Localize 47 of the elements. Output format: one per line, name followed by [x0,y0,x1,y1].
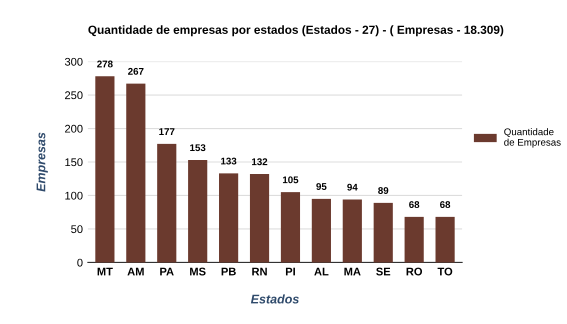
bar [95,76,114,262]
y-tick-label: 250 [65,91,83,100]
x-tick-label: TO [438,268,452,276]
bar [342,200,362,262]
x-tick-label: MT [98,268,113,276]
x-tick-label: AM [127,268,144,276]
x-tick-label: PB [222,268,236,276]
y-tick-label: 200 [65,124,83,133]
bar [188,160,208,262]
x-tick-label: AL [314,268,328,276]
y-tick-label: 300 [64,58,83,66]
x-tick-label: MA [344,268,361,276]
data-label: 267 [128,68,144,75]
x-tick-label: RN [252,268,267,276]
data-label: 94 [347,184,358,191]
y-axis-title: Empresas [36,132,48,192]
data-label: 68 [409,201,420,208]
bar [126,84,146,262]
data-label: 133 [221,158,236,165]
bar [374,202,393,262]
bar [157,144,176,262]
x-tick-label: PA [160,268,174,276]
data-label: 278 [97,60,113,68]
bar [404,216,424,262]
y-tick-label: 0 [77,258,83,267]
x-tick-label: MS [190,268,206,276]
bar [436,216,455,262]
y-tick-label: 150 [65,158,83,166]
bar [250,174,270,262]
x-tick-label: RO [406,268,422,276]
bar [312,198,331,262]
y-tick-label: 50 [71,225,83,234]
x-tick-label: SE [376,268,390,276]
x-tick-label: PI [286,268,295,276]
y-tick-label: 100 [65,192,83,200]
bar [219,173,238,262]
data-label: 177 [159,128,174,135]
data-label: 89 [378,187,388,194]
data-label: 105 [282,176,298,184]
legend-label: Quantidade de Empresas [504,128,561,148]
data-label: 68 [440,201,450,208]
data-label: 95 [316,183,327,190]
data-label: 153 [190,144,206,152]
chart-title: Quantidade de empresas por estados (Estados - 27) - ( Empresas - 18.309) [88,25,504,36]
x-axis-title: Estados [250,294,299,304]
data-label: 132 [252,158,268,166]
bar [280,192,300,262]
